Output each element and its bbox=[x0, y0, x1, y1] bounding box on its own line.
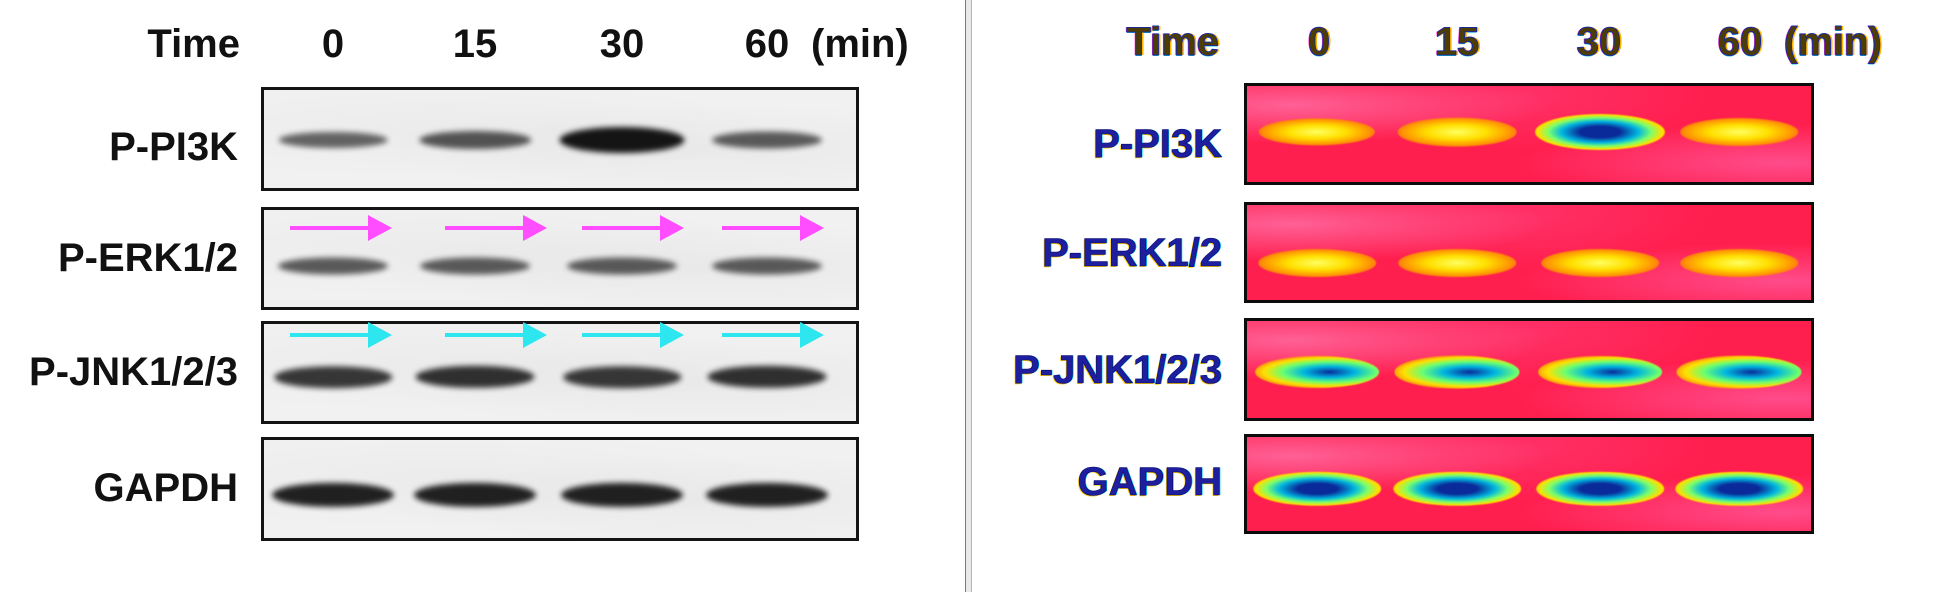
heatmap-timepoint-0: 0 bbox=[1307, 20, 1331, 64]
heat-band-pjnk-60 bbox=[1676, 355, 1802, 389]
heatmap-row-label-pjnk: P-JNK1/2/3 bbox=[1013, 348, 1223, 392]
row-label-gapdh: GAPDH bbox=[93, 466, 238, 510]
heatmap-timepoint-60: 60 bbox=[1717, 20, 1763, 64]
heat-band-pjnk-15 bbox=[1394, 355, 1520, 389]
band-gapdh-60 bbox=[706, 482, 828, 508]
band-ppi3k-15 bbox=[419, 131, 531, 149]
arrow-pjnk-30 bbox=[582, 322, 684, 348]
heatmap-time-label: Time bbox=[1126, 20, 1220, 64]
arrow-pjnk-15 bbox=[445, 322, 547, 348]
arrow-perk-15 bbox=[445, 215, 547, 241]
timepoint-15: 15 bbox=[452, 22, 498, 66]
band-ppi3k-0 bbox=[278, 131, 388, 149]
heat-band-gapdh-0 bbox=[1253, 471, 1381, 507]
heatmap-row-label-gapdh: GAPDH bbox=[1077, 460, 1222, 504]
band-ppi3k-30 bbox=[559, 127, 685, 153]
heat-band-perk-60 bbox=[1680, 249, 1798, 277]
panel-divider bbox=[965, 0, 972, 592]
heat-band-gapdh-15 bbox=[1393, 471, 1521, 507]
row-label-perk: P-ERK1/2 bbox=[57, 236, 238, 280]
time-label: Time bbox=[147, 22, 240, 66]
heat-band-gapdh-60 bbox=[1675, 471, 1803, 507]
timepoint-60: 60 bbox=[744, 22, 790, 66]
heat-band-perk-15 bbox=[1398, 249, 1516, 277]
heat-band-pjnk-0 bbox=[1255, 356, 1379, 388]
band-pjnk-0 bbox=[274, 366, 392, 388]
heat-band-ppi3k-15 bbox=[1397, 117, 1517, 147]
heat-band-gapdh-30 bbox=[1536, 471, 1664, 507]
band-perk-60 bbox=[712, 257, 822, 275]
arrow-pjnk-60 bbox=[722, 322, 824, 348]
heat-band-pjnk-30 bbox=[1538, 356, 1662, 388]
arrow-perk-30 bbox=[582, 215, 684, 241]
band-pjnk-30 bbox=[563, 366, 681, 388]
band-pjnk-60 bbox=[707, 365, 827, 389]
band-gapdh-0 bbox=[272, 482, 394, 508]
heatmap-timepoint-30: 30 bbox=[1576, 20, 1622, 64]
heat-band-ppi3k-60 bbox=[1680, 118, 1798, 146]
band-gapdh-15 bbox=[414, 482, 536, 508]
timepoint-0: 0 bbox=[321, 22, 345, 66]
heatmap-row-label-perk: P-ERK1/2 bbox=[1041, 231, 1223, 275]
band-perk-30 bbox=[567, 257, 677, 275]
band-pjnk-15 bbox=[415, 365, 535, 389]
arrow-perk-0 bbox=[290, 215, 392, 241]
band-gapdh-30 bbox=[561, 482, 683, 508]
heatmap-blot-panel: Time 0 15 30 60 (min) P-PI3K P-ERK1/2 P-… bbox=[972, 0, 1935, 592]
band-ppi3k-60 bbox=[712, 131, 822, 149]
arrow-perk-60 bbox=[722, 215, 824, 241]
row-label-pjnk: P-JNK1/2/3 bbox=[29, 350, 238, 394]
row-label-ppi3k: P-PI3K bbox=[109, 125, 238, 169]
arrow-pjnk-0 bbox=[290, 322, 392, 348]
band-perk-15 bbox=[420, 257, 530, 275]
time-unit: (min) bbox=[811, 22, 909, 66]
heat-band-perk-30 bbox=[1541, 249, 1659, 277]
band-perk-0 bbox=[278, 257, 388, 275]
heatmap-time-unit: (min) bbox=[1784, 20, 1883, 64]
heatmap-timepoint-15: 15 bbox=[1434, 20, 1480, 64]
timepoint-30: 30 bbox=[599, 22, 645, 66]
heat-band-ppi3k-30 bbox=[1535, 114, 1665, 150]
heat-band-perk-0 bbox=[1258, 249, 1376, 277]
grayscale-blot-panel: Time 0 15 30 60 (min) P-PI3K P-ERK1/2 P-… bbox=[0, 0, 965, 592]
heatmap-row-label-ppi3k: P-PI3K bbox=[1093, 122, 1223, 166]
heat-band-ppi3k-0 bbox=[1258, 118, 1376, 146]
